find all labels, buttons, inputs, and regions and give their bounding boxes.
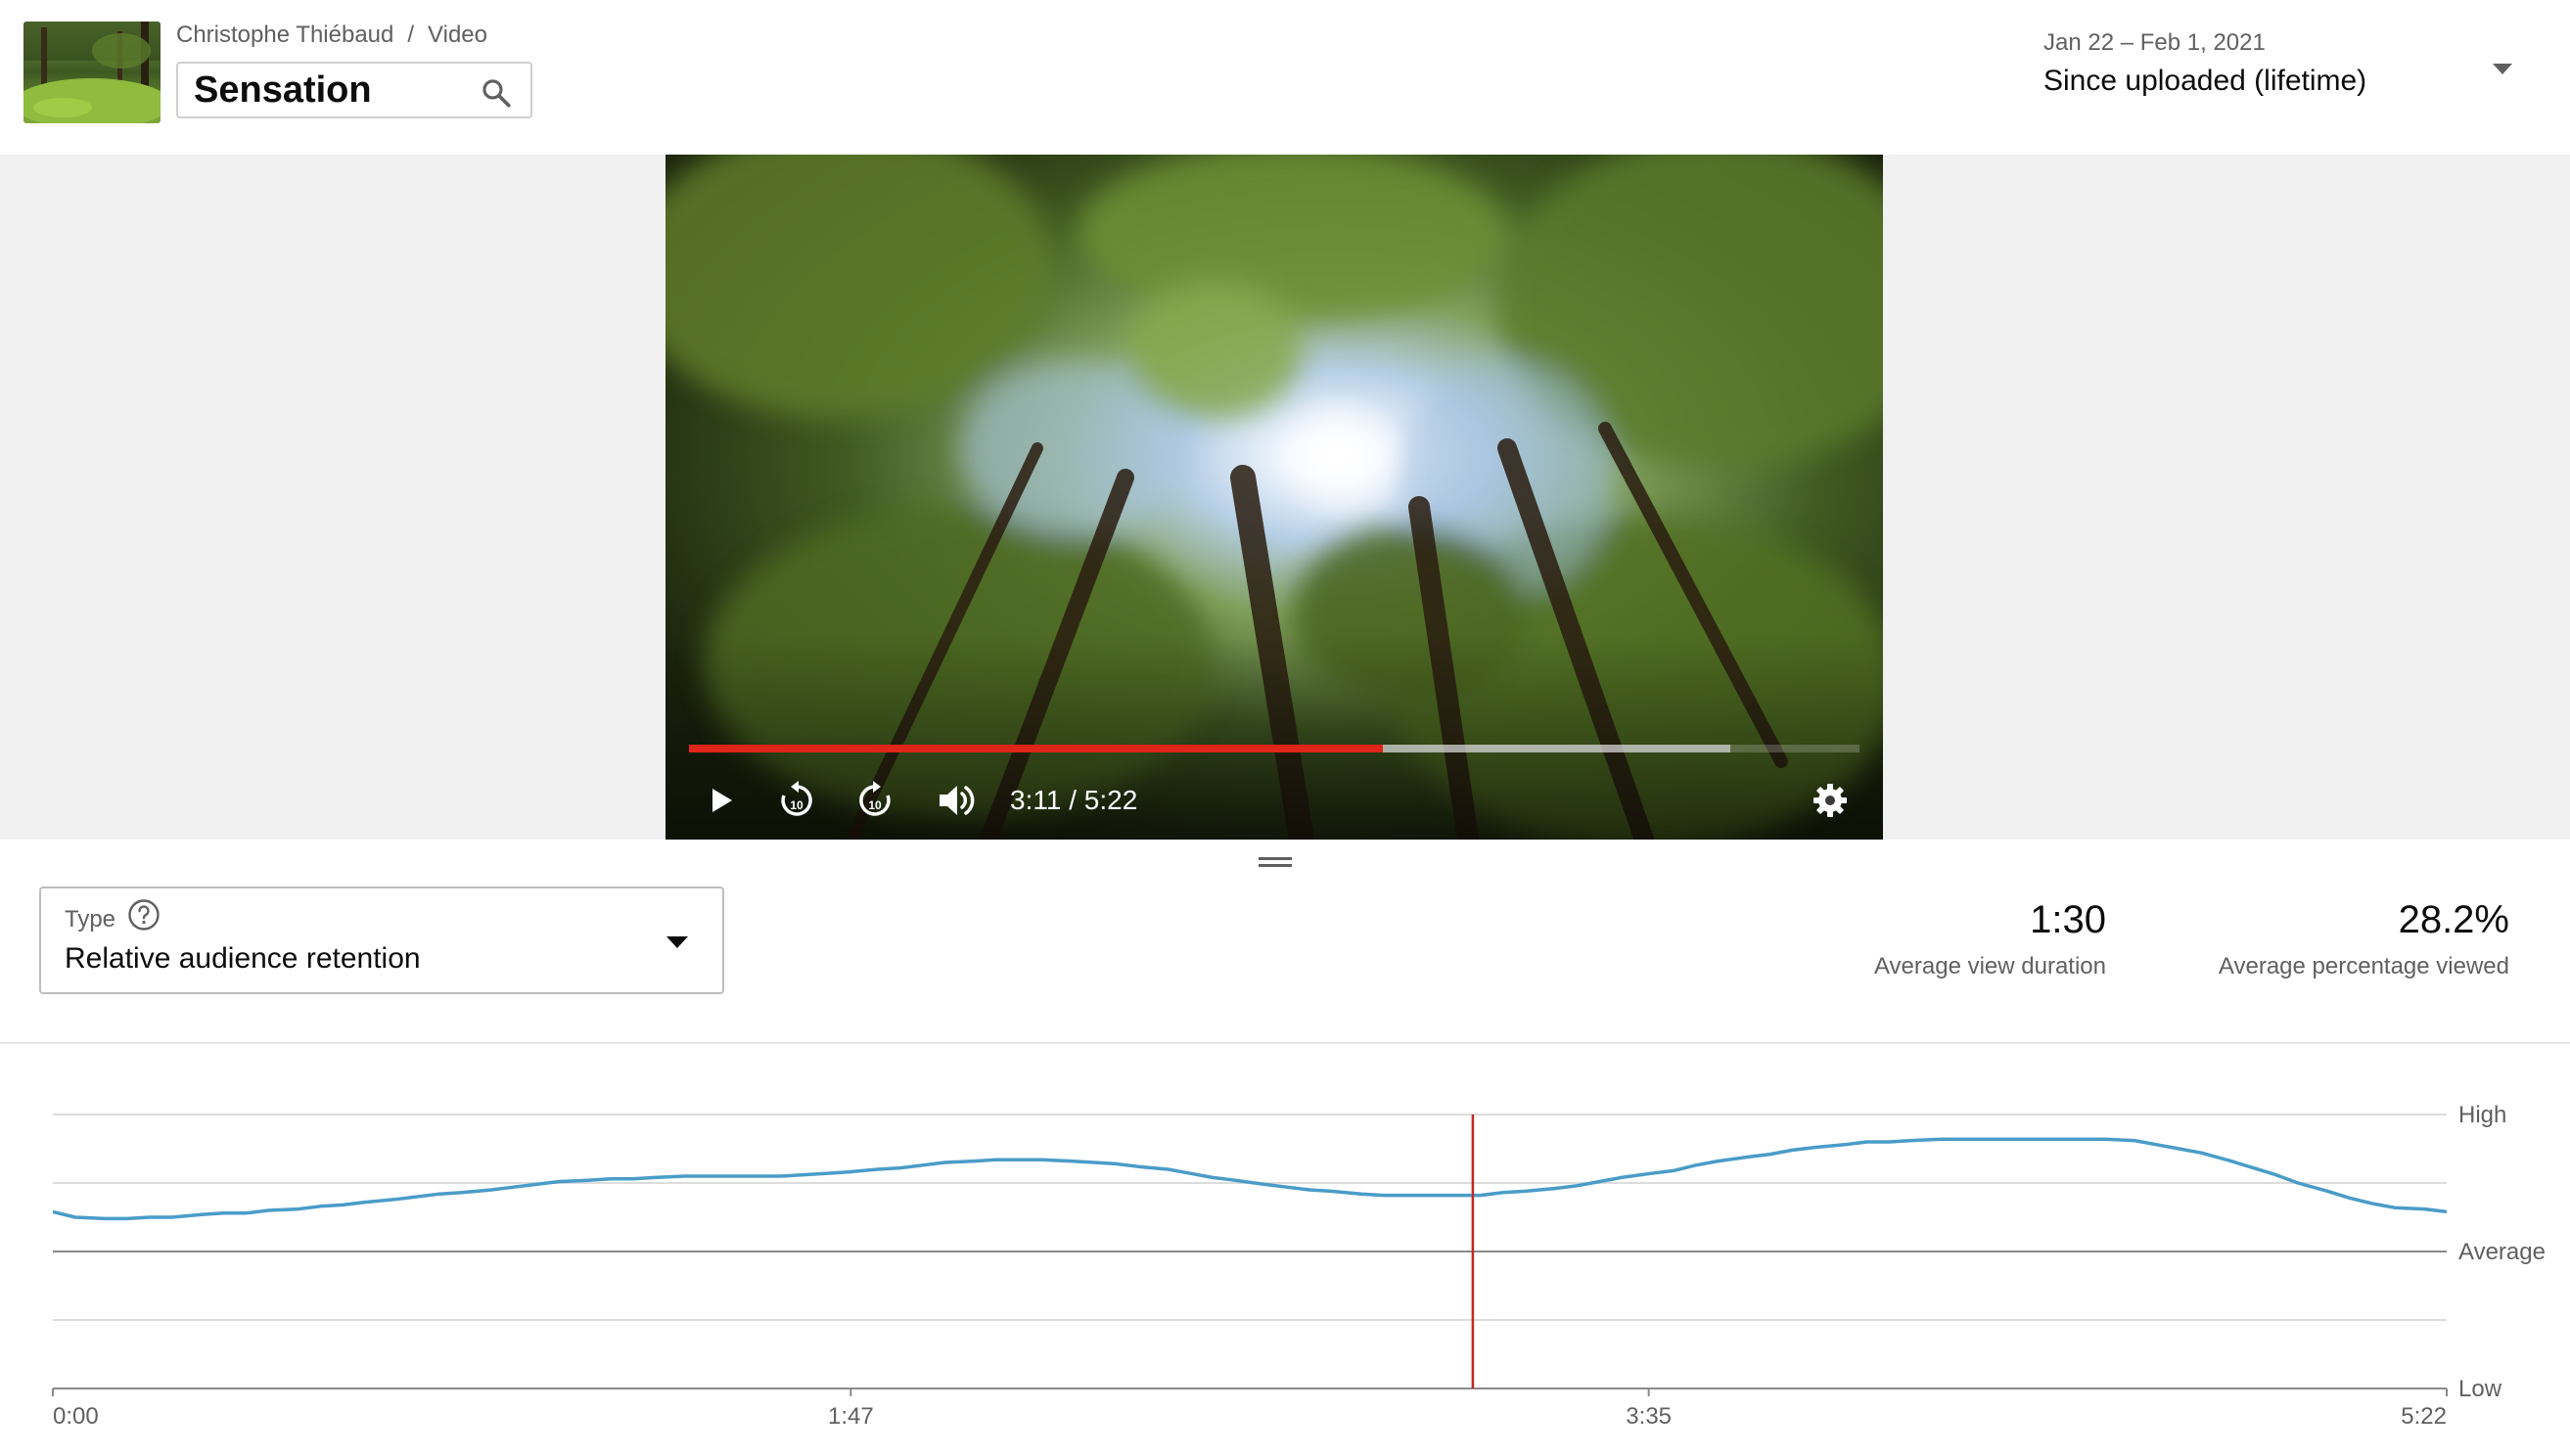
breadcrumb-separator: / [407, 22, 415, 48]
video-thumbnail[interactable] [23, 22, 161, 123]
date-range: Jan 22 – Feb 1, 2021 [2043, 29, 2266, 56]
type-label: Type [65, 906, 116, 933]
caret-down-icon[interactable] [2491, 61, 2514, 76]
time-display: 3:11 / 5:22 [1010, 785, 1137, 816]
seek-bar[interactable] [689, 745, 1859, 752]
breadcrumb-channel[interactable]: Christophe Thiébaud [176, 22, 394, 48]
video-stage: 10 10 3:11 / 5:22 [0, 155, 2570, 840]
video-player[interactable]: 10 10 3:11 / 5:22 [665, 155, 1883, 840]
rewind-label: 10 [790, 798, 803, 812]
current-time: 3:11 [1010, 785, 1062, 815]
y-tick-label: Average [2458, 1239, 2546, 1265]
settings-icon[interactable] [1807, 777, 1854, 824]
breadcrumb-section: Video [428, 22, 487, 48]
metric-label: Average percentage viewed [2218, 953, 2509, 979]
type-value: Relative audience retention [65, 942, 421, 975]
x-tick-label: 0:00 [53, 1403, 99, 1430]
search-icon[interactable] [480, 76, 513, 110]
metric-value: 28.2% [2398, 898, 2509, 941]
metric-average-view-duration: 1:30 Average view duration [1874, 896, 2106, 980]
played-bar [689, 745, 1384, 752]
retention-chart[interactable]: High Average Low 0:00 1:47 3:35 5:22 [0, 1044, 2570, 1456]
x-tick-label: 3:35 [1626, 1403, 1672, 1430]
x-tick-label: 5:22 [2401, 1403, 2447, 1430]
caret-down-icon[interactable] [665, 935, 689, 949]
metric-average-percentage-viewed: 28.2% Average percentage viewed [2219, 896, 2509, 980]
help-icon[interactable] [127, 898, 161, 932]
metric-value: 1:30 [2030, 898, 2106, 941]
metric-label: Average view duration [1873, 953, 2106, 979]
time-separator: / [1061, 785, 1084, 815]
rewind-10-icon[interactable]: 10 [773, 777, 820, 824]
volume-icon[interactable] [932, 777, 979, 824]
video-title: Sensation [194, 69, 372, 111]
duration: 5:22 [1083, 785, 1138, 815]
x-tick-label: 1:47 [828, 1403, 874, 1430]
page-header: Christophe Thiébaud / Video Sensation Jan … [0, 0, 2570, 155]
y-tick-label: High [2458, 1102, 2506, 1128]
forward-label: 10 [868, 798, 882, 812]
resize-handle-icon[interactable] [1259, 855, 1292, 869]
type-selector[interactable]: Type Relative audience retention [39, 887, 724, 994]
retention-series-line [52, 1137, 2448, 1221]
video-picker[interactable]: Sensation [176, 62, 532, 118]
video-frame-image [665, 155, 1883, 840]
period-selector[interactable]: Since uploaded (lifetime) [2043, 65, 2367, 97]
breadcrumb: Christophe Thiébaud / Video [176, 22, 487, 49]
y-tick-label: Low [2458, 1376, 2502, 1402]
forward-10-icon[interactable]: 10 [851, 777, 898, 824]
play-icon[interactable] [697, 777, 744, 824]
section-divider [0, 1042, 2570, 1044]
